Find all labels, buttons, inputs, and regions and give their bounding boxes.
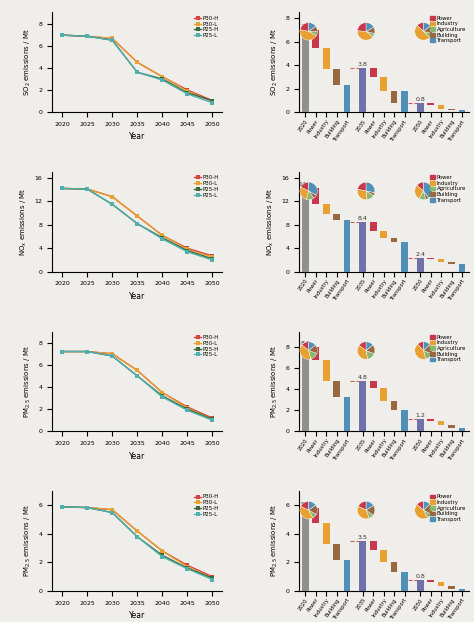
Y-axis label: $\mathrm{SO_2}$ emissions / Mt: $\mathrm{SO_2}$ emissions / Mt — [270, 29, 280, 96]
Y-axis label: $\mathrm{SO_2}$ emissions / Mt: $\mathrm{SO_2}$ emissions / Mt — [23, 29, 33, 96]
Bar — [438, 104, 445, 109]
Bar — [448, 262, 455, 264]
Bar — [302, 188, 309, 272]
Bar — [391, 562, 398, 572]
Bar — [438, 259, 445, 262]
Legend: P30-H, P30-L, P25-H, P25-L: P30-H, P30-L, P25-H, P25-L — [194, 15, 219, 39]
Bar — [344, 85, 350, 112]
Bar — [323, 522, 329, 544]
Text: 3.5: 3.5 — [358, 535, 368, 540]
Bar — [380, 388, 387, 401]
Bar — [391, 238, 398, 242]
Bar — [344, 397, 350, 431]
Text: 5.8: 5.8 — [301, 503, 310, 508]
Bar — [448, 586, 455, 589]
Bar — [323, 360, 329, 381]
Legend: Power, Industry, Agriculture, Building, Transport: Power, Industry, Agriculture, Building, … — [430, 15, 466, 44]
X-axis label: Year: Year — [129, 611, 146, 620]
Bar — [448, 425, 455, 428]
Bar — [302, 347, 309, 431]
Y-axis label: $\mathrm{PM_{2.5}}$ emissions / Mt: $\mathrm{PM_{2.5}}$ emissions / Mt — [23, 504, 33, 577]
Bar — [427, 419, 434, 421]
Bar — [370, 541, 376, 550]
Bar — [438, 582, 445, 586]
Bar — [458, 111, 465, 112]
X-axis label: Year: Year — [129, 452, 146, 461]
Legend: P30-H, P30-L, P25-H, P25-L: P30-H, P30-L, P25-H, P25-L — [194, 494, 219, 518]
Bar — [312, 347, 319, 360]
Bar — [370, 381, 376, 388]
Bar — [391, 401, 398, 411]
Y-axis label: $\mathrm{PM_{2.5}}$ emissions / Mt: $\mathrm{PM_{2.5}}$ emissions / Mt — [23, 345, 33, 418]
Y-axis label: $\mathrm{NO_x}$ emissions / Mt: $\mathrm{NO_x}$ emissions / Mt — [19, 188, 29, 256]
Text: 7.0: 7.0 — [301, 24, 310, 29]
Bar — [380, 77, 387, 91]
X-axis label: Year: Year — [129, 292, 146, 301]
Legend: Power, Industry, Agriculture, Building, Transport: Power, Industry, Agriculture, Building, … — [430, 494, 466, 522]
Bar — [312, 508, 319, 522]
Bar — [359, 223, 366, 272]
Bar — [370, 68, 376, 77]
Legend: Power, Industry, Agriculture, Building, Transport: Power, Industry, Agriculture, Building, … — [430, 334, 466, 363]
Bar — [302, 508, 309, 591]
Bar — [312, 188, 319, 204]
Bar — [417, 580, 424, 591]
Text: 8.4: 8.4 — [358, 216, 368, 221]
Y-axis label: $\mathrm{PM_{2.5}}$ emissions / Mt: $\mathrm{PM_{2.5}}$ emissions / Mt — [270, 504, 280, 577]
Y-axis label: $\mathrm{PM_{2.5}}$ emissions / Mt: $\mathrm{PM_{2.5}}$ emissions / Mt — [270, 345, 280, 418]
Bar — [438, 421, 445, 425]
Bar — [401, 572, 408, 591]
Bar — [427, 580, 434, 582]
Bar — [401, 242, 408, 272]
Bar — [359, 381, 366, 431]
Text: 8.0: 8.0 — [301, 341, 310, 346]
Text: 4.8: 4.8 — [358, 375, 368, 380]
Legend: P30-H, P30-L, P25-H, P25-L: P30-H, P30-L, P25-H, P25-L — [194, 175, 219, 198]
Y-axis label: $\mathrm{NO_x}$ emissions / Mt: $\mathrm{NO_x}$ emissions / Mt — [265, 188, 276, 256]
Bar — [302, 30, 309, 112]
Bar — [359, 68, 366, 112]
Bar — [323, 204, 329, 214]
Bar — [417, 258, 424, 272]
Bar — [417, 419, 424, 431]
Text: 0.8: 0.8 — [415, 573, 425, 578]
Bar — [448, 109, 455, 111]
Legend: P30-H, P30-L, P25-H, P25-L: P30-H, P30-L, P25-H, P25-L — [194, 335, 219, 358]
Bar — [458, 428, 465, 431]
Bar — [380, 550, 387, 562]
Bar — [333, 381, 340, 397]
Bar — [370, 223, 376, 231]
Text: 2.4: 2.4 — [415, 252, 425, 257]
Bar — [427, 258, 434, 259]
Legend: Power, Industry, Agriculture, Building, Transport: Power, Industry, Agriculture, Building, … — [430, 175, 466, 203]
Bar — [401, 411, 408, 431]
Bar — [333, 214, 340, 220]
Bar — [458, 589, 465, 591]
Bar — [333, 544, 340, 560]
X-axis label: Year: Year — [129, 132, 146, 141]
Bar — [344, 560, 350, 591]
Bar — [391, 91, 398, 103]
Bar — [427, 103, 434, 104]
Bar — [333, 69, 340, 85]
Text: 0.8: 0.8 — [415, 97, 425, 102]
Bar — [380, 231, 387, 238]
Text: 1.2: 1.2 — [415, 413, 425, 418]
Text: 3.8: 3.8 — [358, 62, 368, 67]
Bar — [323, 48, 329, 69]
Text: 14.3: 14.3 — [298, 182, 312, 187]
Bar — [312, 30, 319, 48]
Bar — [344, 220, 350, 272]
Bar — [458, 264, 465, 272]
Bar — [401, 91, 408, 112]
Bar — [417, 103, 424, 112]
Bar — [359, 541, 366, 591]
